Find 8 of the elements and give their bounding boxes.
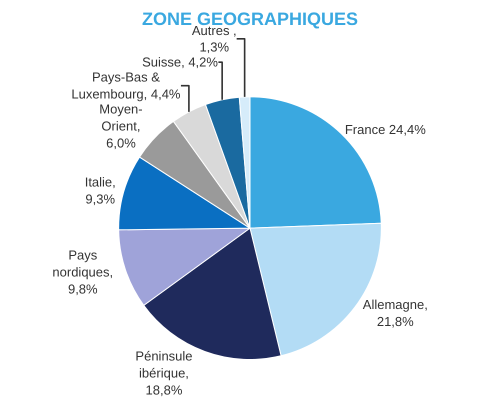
slice-label: Pays-Bas & Luxembourg, 4,4%: [71, 70, 181, 102]
slice-label: Italie, 9,3%: [84, 174, 116, 207]
slice-label: Allemagne, 21,8%: [362, 297, 428, 330]
slice-label: France 24,4%: [344, 122, 426, 138]
slice-label: Suisse, 4,2%: [142, 54, 218, 70]
slice-label: Pays nordiques, 9,8%: [52, 248, 114, 296]
slice-label: Péninsule ibérique, 18,8%: [135, 348, 193, 398]
slice-label: Moyen- Orient, 6,0%: [99, 102, 143, 150]
